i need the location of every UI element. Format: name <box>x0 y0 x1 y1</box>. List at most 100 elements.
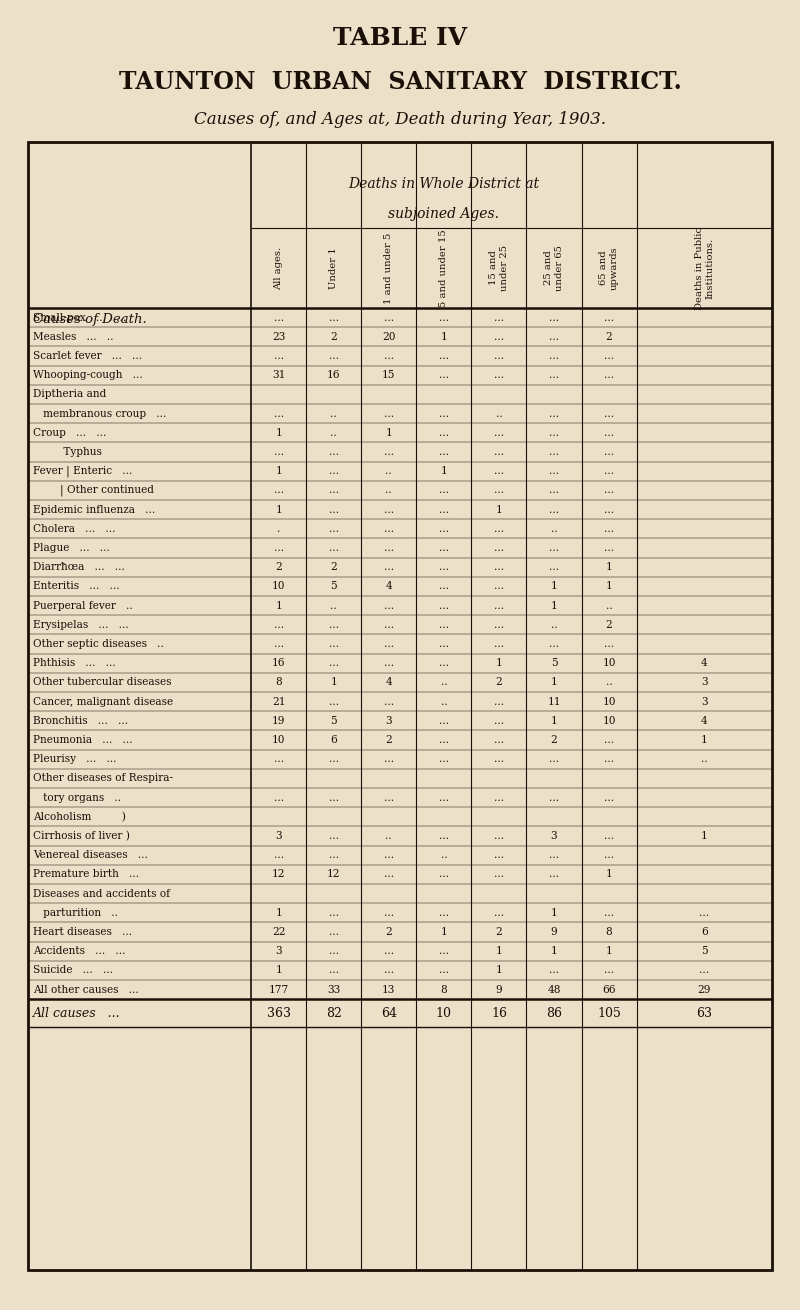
Text: Other septic diseases   ..: Other septic diseases .. <box>33 639 164 648</box>
Text: ...: ... <box>439 544 449 553</box>
Text: ...: ... <box>439 831 449 841</box>
Text: ...: ... <box>549 447 559 457</box>
Text: ...: ... <box>604 908 614 918</box>
Text: ...: ... <box>274 313 284 322</box>
Text: ...: ... <box>494 908 504 918</box>
Text: ...: ... <box>384 544 394 553</box>
Text: 1: 1 <box>606 870 613 879</box>
Text: ..: .. <box>606 677 613 688</box>
Text: ...: ... <box>384 447 394 457</box>
Text: ...: ... <box>329 351 339 362</box>
Text: 21: 21 <box>272 697 286 706</box>
Text: ...: ... <box>604 965 614 976</box>
Text: ...: ... <box>274 409 284 419</box>
Text: ...: ... <box>329 965 339 976</box>
Text: 2: 2 <box>330 331 337 342</box>
Text: ...: ... <box>384 524 394 533</box>
Text: ...: ... <box>549 351 559 362</box>
Text: ...: ... <box>494 351 504 362</box>
Text: ...: ... <box>494 870 504 879</box>
Text: ...: ... <box>329 544 339 553</box>
Text: ...: ... <box>549 544 559 553</box>
Text: ...: ... <box>384 755 394 764</box>
Text: ...: ... <box>439 371 449 380</box>
Text: ...: ... <box>384 620 394 630</box>
Text: 15: 15 <box>382 371 395 380</box>
Text: ..: .. <box>441 677 447 688</box>
Text: Phthisis   ...   ...: Phthisis ... ... <box>33 658 116 668</box>
Text: ...: ... <box>439 715 449 726</box>
Text: 66: 66 <box>602 985 616 994</box>
Text: ...: ... <box>439 504 449 515</box>
Text: ..: .. <box>330 409 337 419</box>
Text: ...: ... <box>329 524 339 533</box>
Text: Heart diseases   ...: Heart diseases ... <box>33 927 132 937</box>
Text: 1: 1 <box>550 600 558 610</box>
Text: 25 and
under 65: 25 and under 65 <box>544 245 564 291</box>
Text: ...: ... <box>604 486 614 495</box>
Text: ...: ... <box>494 524 504 533</box>
Text: ...: ... <box>329 486 339 495</box>
Text: ...: ... <box>384 697 394 706</box>
Text: tory organs   ..: tory organs .. <box>33 793 121 803</box>
Text: Epidemic influenza   ...: Epidemic influenza ... <box>33 504 155 515</box>
Text: 1: 1 <box>275 504 282 515</box>
Text: Cancer, malignant disease: Cancer, malignant disease <box>33 697 173 706</box>
Text: ...: ... <box>604 351 614 362</box>
Text: ...: ... <box>604 504 614 515</box>
Text: All ages.: All ages. <box>274 246 283 290</box>
Text: Other tubercular diseases: Other tubercular diseases <box>33 677 171 688</box>
Text: Venereal diseases   ...: Venereal diseases ... <box>33 850 148 861</box>
Text: ..: .. <box>386 831 392 841</box>
Text: ...: ... <box>384 965 394 976</box>
Text: 1: 1 <box>275 600 282 610</box>
Text: ...: ... <box>329 850 339 861</box>
Text: ..: .. <box>701 755 708 764</box>
Text: ...: ... <box>329 908 339 918</box>
Text: ...: ... <box>549 755 559 764</box>
Text: 1: 1 <box>441 466 447 477</box>
Text: Cholera   ...   ...: Cholera ... ... <box>33 524 115 533</box>
Bar <box>28 141 772 1269</box>
Text: 1: 1 <box>550 715 558 726</box>
Text: 1: 1 <box>275 428 282 438</box>
Text: ...: ... <box>439 351 449 362</box>
Text: 2: 2 <box>275 562 282 572</box>
Text: 1: 1 <box>495 504 502 515</box>
Text: ...: ... <box>439 600 449 610</box>
Text: ...: ... <box>439 639 449 648</box>
Text: ...: ... <box>604 850 614 861</box>
Text: ...: ... <box>329 927 339 937</box>
Text: ..: .. <box>386 486 392 495</box>
Text: 1: 1 <box>441 331 447 342</box>
Text: ...: ... <box>604 544 614 553</box>
Text: 19: 19 <box>272 715 286 726</box>
Text: 16: 16 <box>272 658 286 668</box>
Text: ...: ... <box>329 831 339 841</box>
Text: Other diseases of Respira-: Other diseases of Respira- <box>33 773 173 783</box>
Text: ...: ... <box>439 313 449 322</box>
Text: ...: ... <box>329 620 339 630</box>
Text: ...: ... <box>274 639 284 648</box>
Text: ...: ... <box>494 562 504 572</box>
Text: parturition   ..: parturition .. <box>33 908 118 918</box>
Text: 3: 3 <box>701 677 708 688</box>
Text: ...: ... <box>604 639 614 648</box>
Text: ...: ... <box>494 486 504 495</box>
Text: 2: 2 <box>495 677 502 688</box>
Text: ...: ... <box>549 870 559 879</box>
Text: ...: ... <box>549 428 559 438</box>
Text: ...: ... <box>384 870 394 879</box>
Text: ...: ... <box>274 620 284 630</box>
Text: ...: ... <box>604 409 614 419</box>
Text: Fever | Enteric   ...: Fever | Enteric ... <box>33 465 132 477</box>
Text: TABLE IV: TABLE IV <box>333 26 467 50</box>
Text: 8: 8 <box>275 677 282 688</box>
Text: 3: 3 <box>275 946 282 956</box>
Text: ...: ... <box>329 313 339 322</box>
Text: Cirrhosis of liver ): Cirrhosis of liver ) <box>33 831 130 841</box>
Text: ...: ... <box>549 466 559 477</box>
Text: ...: ... <box>604 831 614 841</box>
Text: ...: ... <box>329 639 339 648</box>
Text: ...: ... <box>384 793 394 803</box>
